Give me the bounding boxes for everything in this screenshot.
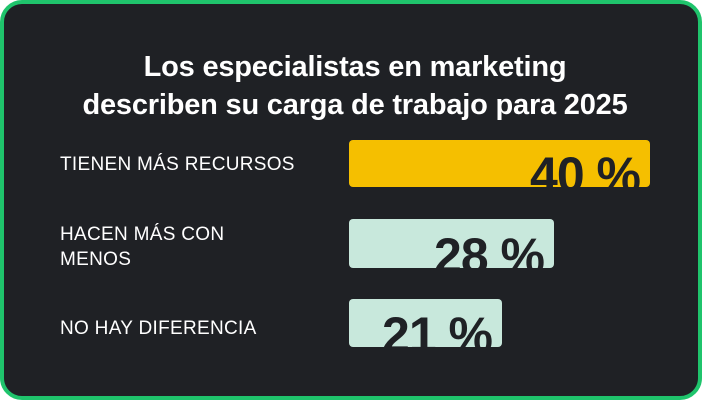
label-line: MENOS <box>60 249 132 270</box>
title-line-1: Los especialistas en marketing <box>143 51 567 83</box>
label-line: NO HAY DIFERENCIA <box>60 318 257 339</box>
chart-title: Los especialistas en marketing describen… <box>4 48 698 124</box>
label-line: HACEN MÁS CON <box>60 224 225 245</box>
bar-hacen-mas-con-menos: 28 % <box>349 219 554 268</box>
label-line: TIENEN MÁS RECURSOS <box>60 154 295 175</box>
bar-value-label: 28 % <box>434 228 545 268</box>
bar-tienen-mas-recursos: 40 % <box>349 140 650 187</box>
bar-value-label: 40 % <box>530 147 641 187</box>
bar-value-label: 21 % <box>382 307 493 347</box>
title-line-2: describen su carga de trabajo para 2025 <box>82 89 628 121</box>
bar-no-hay-diferencia: 21 % <box>349 299 502 347</box>
row-label-hacen-mas-con-menos: HACEN MÁS CON MENOS <box>60 222 320 272</box>
row-label-no-hay-diferencia: NO HAY DIFERENCIA <box>60 316 320 341</box>
row-label-tienen-mas-recursos: TIENEN MÁS RECURSOS <box>60 152 320 177</box>
